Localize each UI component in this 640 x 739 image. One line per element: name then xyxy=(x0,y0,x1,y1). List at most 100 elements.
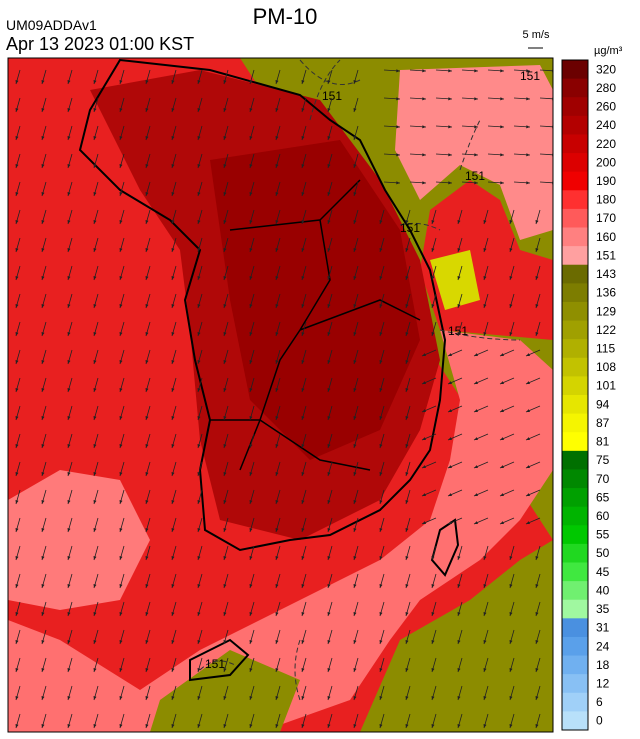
wind-arrow-head xyxy=(197,528,201,532)
colorbar-swatch xyxy=(562,376,588,396)
wind-arrow-head xyxy=(119,640,123,644)
colorbar-swatch xyxy=(562,618,588,638)
wind-arrow-head xyxy=(353,640,357,644)
colorbar-label: 320 xyxy=(596,62,616,76)
wind-arrow-head xyxy=(500,69,504,73)
colorbar-swatch xyxy=(562,97,588,117)
wind-arrow-head xyxy=(457,640,461,644)
wind-arrow-head xyxy=(327,472,331,476)
wind-arrow-head xyxy=(301,556,305,560)
wind-arrow-head xyxy=(405,612,409,616)
wind-arrow-head xyxy=(119,472,123,476)
wind-arrow-head xyxy=(67,360,71,364)
wind-arrow-head xyxy=(535,276,539,280)
contour-label: 151 xyxy=(322,89,342,103)
wind-arrow-head xyxy=(526,153,530,157)
wind-arrow-head xyxy=(197,388,201,392)
wind-arrow-head xyxy=(223,136,227,140)
wind-arrow-head xyxy=(145,192,149,196)
wind-arrow-head xyxy=(353,696,357,700)
wind-arrow-head xyxy=(249,276,253,280)
vector-scale: 5 m/s xyxy=(523,29,550,41)
wind-arrow-head xyxy=(145,724,149,728)
wind-arrow-head xyxy=(431,584,435,588)
wind-arrow-head xyxy=(275,164,279,168)
wind-arrow-head xyxy=(526,353,530,356)
wind-arrow-head xyxy=(41,472,45,476)
wind-arrow-head xyxy=(327,500,331,504)
colorbar-label: 129 xyxy=(596,304,616,318)
map-frame xyxy=(7,57,554,733)
colorbar-swatch xyxy=(562,190,588,210)
wind-field xyxy=(15,69,553,729)
wind-arrow-head xyxy=(509,612,513,616)
wind-arrow-head xyxy=(431,556,435,560)
model-name: UM09ADDAv1 xyxy=(6,17,97,33)
wind-arrow-head xyxy=(474,493,478,496)
wind-arrow-head xyxy=(145,472,149,476)
wind-arrow-head xyxy=(379,248,383,252)
wind-arrow-head xyxy=(379,304,383,308)
wind-arrow-head xyxy=(457,304,461,308)
wind-arrow-head xyxy=(535,640,539,644)
wind-arrow-head xyxy=(422,69,426,73)
colorbar-swatch xyxy=(562,208,588,228)
wind-arrow-head xyxy=(474,181,478,185)
wind-arrow-head xyxy=(93,276,97,280)
wind-arrow-head xyxy=(483,612,487,616)
wind-arrow-head xyxy=(275,248,279,252)
wind-arrow-head xyxy=(171,612,175,616)
wind-arrow-head xyxy=(379,724,383,728)
wind-arrow-head xyxy=(249,668,253,672)
wind-arrow-head xyxy=(405,528,409,532)
wind-arrow-head xyxy=(405,640,409,644)
wind-arrow-head xyxy=(353,556,357,560)
wind-arrow-head xyxy=(171,528,175,532)
wind-arrow-head xyxy=(249,444,253,448)
wind-arrow-head xyxy=(301,612,305,616)
wind-arrow-head xyxy=(171,668,175,672)
wind-arrow xyxy=(539,125,553,128)
wind-arrow-head xyxy=(119,220,123,224)
wind-arrow-head xyxy=(535,724,539,728)
wind-arrow-head xyxy=(457,220,461,224)
wind-arrow-head xyxy=(145,612,149,616)
wind-arrow-head xyxy=(249,80,253,84)
wind-arrow-head xyxy=(223,388,227,392)
wind-arrow-head xyxy=(41,108,45,112)
wind-arrow-head xyxy=(509,668,513,672)
wind-arrow-head xyxy=(197,472,201,476)
wind-arrow-head xyxy=(249,332,253,336)
wind-arrow-head xyxy=(509,640,513,644)
wind-arrow-head xyxy=(396,181,400,185)
colorbar-label: 115 xyxy=(596,341,615,355)
coastline xyxy=(78,58,447,552)
wind-arrow-head xyxy=(353,584,357,588)
wind-arrow-head xyxy=(67,444,71,448)
wind-arrow-head xyxy=(301,164,305,168)
wind-arrow-head xyxy=(275,276,279,280)
wind-arrow-head xyxy=(171,444,175,448)
wind-arrow-head xyxy=(223,276,227,280)
wind-arrow-head xyxy=(249,220,253,224)
contour-label: 151 xyxy=(465,169,485,183)
wind-arrow-head xyxy=(93,444,97,448)
wind-arrow-head xyxy=(249,528,253,532)
wind-arrow-head xyxy=(301,668,305,672)
wind-arrow-head xyxy=(301,724,305,728)
wind-arrow-head xyxy=(15,276,19,280)
wind-arrow-head xyxy=(327,248,331,252)
wind-arrow-head xyxy=(327,276,331,280)
colorbar-swatch xyxy=(562,301,588,322)
wind-arrow-head xyxy=(145,136,149,140)
wind-arrow-head xyxy=(223,528,227,532)
wind-arrow-head xyxy=(145,164,149,168)
wind-arrow-head xyxy=(431,220,435,224)
wind-arrow-head xyxy=(197,360,201,364)
wind-arrow-head xyxy=(197,248,201,252)
colorbar-label: 101 xyxy=(596,379,616,393)
wind-arrow-head xyxy=(197,668,201,672)
wind-arrow-head xyxy=(379,472,383,476)
wind-arrow-head xyxy=(457,696,461,700)
wind-arrow-head xyxy=(327,136,331,140)
